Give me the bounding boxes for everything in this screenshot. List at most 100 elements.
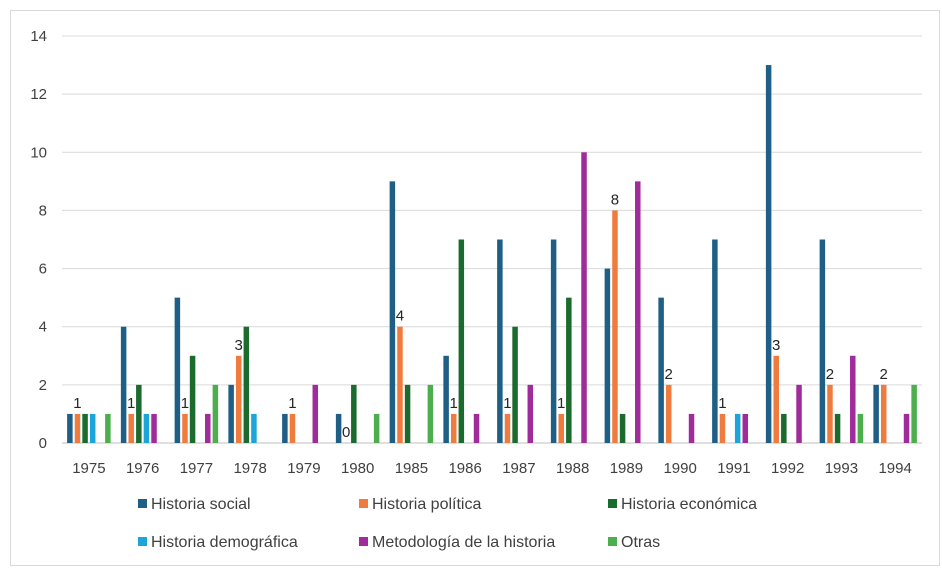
x-tick-label-1993: 1993 (825, 460, 858, 477)
bar-historia-política-1994 (880, 384, 887, 443)
bar-metodología-de-la-historia-1991 (742, 413, 749, 443)
x-tick-label-1987: 1987 (502, 460, 535, 477)
legend-swatch-historia-social (138, 499, 147, 508)
bar-metodología-de-la-historia-1993 (850, 355, 856, 443)
legend-label-historia-política: Historia política (372, 496, 481, 513)
legend-label-historia-económica: Historia económica (621, 496, 757, 513)
x-tick-label-1979: 1979 (287, 460, 320, 477)
legend-label-historia-demográfica: Historia demográfica (151, 534, 298, 551)
bar-historia-económica-1988 (566, 297, 572, 443)
bar-historia-social-1987 (497, 239, 503, 443)
bar-historia-política-1987 (504, 413, 511, 443)
data-label-1977: 1 (181, 395, 189, 412)
legend-swatch-otras (608, 537, 617, 546)
y-tick-label-8: 8 (39, 202, 47, 219)
y-tick-label-4: 4 (39, 319, 47, 336)
bar-historia-demográfica-1991 (734, 413, 741, 443)
bar-historia-económica-1978 (243, 326, 250, 443)
y-tick-label-2: 2 (39, 377, 47, 394)
legend-swatch-historia-política (359, 499, 368, 508)
bar-metodología-de-la-historia-1977 (205, 413, 211, 443)
bar-historia-económica-1975 (82, 413, 88, 443)
legend-label-historia-social: Historia social (151, 496, 251, 513)
bar-historia-demográfica-1978 (251, 413, 257, 443)
legend-swatch-historia-demográfica (138, 537, 147, 546)
bar-historia-económica-1977 (189, 355, 196, 443)
x-tick-label-1975: 1975 (72, 460, 105, 477)
bar-historia-económica-1987 (512, 326, 518, 443)
bar-historia-política-1992 (773, 355, 779, 443)
bar-metodología-de-la-historia-1976 (151, 413, 157, 443)
data-label-1979: 1 (288, 395, 296, 412)
data-label-1991: 1 (718, 395, 726, 412)
bar-metodología-de-la-historia-1992 (796, 384, 802, 443)
data-label-1980: 0 (342, 424, 350, 441)
data-label-1978: 3 (235, 337, 243, 354)
x-tick-label-1990: 1990 (663, 460, 696, 477)
bar-historia-social-1990 (658, 297, 664, 443)
x-tick-label-1977: 1977 (180, 460, 213, 477)
bar-otras-1975 (105, 413, 111, 443)
legend-swatch-historia-económica (608, 499, 617, 508)
bar-metodología-de-la-historia-1994 (903, 413, 910, 443)
bar-historia-política-1990 (665, 384, 672, 443)
chart-frame (10, 10, 940, 566)
bar-historia-social-1991 (712, 239, 718, 443)
bar-metodología-de-la-historia-1979 (312, 384, 319, 443)
bar-historia-económica-1993 (834, 413, 841, 443)
x-tick-label-1992: 1992 (771, 460, 804, 477)
bar-otras-1977 (212, 384, 219, 443)
x-tick-label-1991: 1991 (717, 460, 750, 477)
data-label-1986: 1 (450, 395, 458, 412)
bar-historia-política-1985 (397, 326, 403, 443)
bar-historia-política-1975 (74, 413, 81, 443)
x-tick-label-1994: 1994 (878, 460, 911, 477)
bar-otras-1994 (911, 384, 917, 443)
bar-metodología-de-la-historia-1989 (635, 181, 641, 443)
bar-historia-económica-1976 (136, 384, 142, 443)
bar-historia-social-1980 (335, 413, 342, 443)
bar-historia-social-1976 (120, 326, 127, 443)
x-tick-label-1985: 1985 (395, 460, 428, 477)
bar-historia-política-1988 (558, 413, 564, 443)
legend-label-otras: Otras (621, 534, 660, 551)
y-tick-label-10: 10 (30, 144, 47, 161)
x-tick-label-1986: 1986 (448, 460, 481, 477)
bar-otras-1980 (373, 413, 380, 443)
x-tick-label-1988: 1988 (556, 460, 589, 477)
bar-historia-política-1976 (128, 413, 134, 443)
bar-historia-política-1977 (182, 413, 188, 443)
bar-historia-demográfica-1975 (89, 413, 96, 443)
data-label-1976: 1 (127, 395, 135, 412)
bar-metodología-de-la-historia-1987 (527, 384, 534, 443)
y-tick-label-6: 6 (39, 261, 47, 278)
data-label-1993: 2 (826, 366, 834, 383)
data-label-1992: 3 (772, 337, 780, 354)
data-label-1994: 2 (880, 366, 888, 383)
bar-historia-social-1978 (228, 384, 234, 443)
bar-historia-política-1993 (827, 384, 833, 443)
bar-metodología-de-la-historia-1986 (473, 413, 480, 443)
bar-historia-económica-1980 (351, 384, 357, 443)
bar-historia-política-1989 (612, 210, 618, 443)
legend-swatch-metodología-de-la-historia (359, 537, 368, 546)
bar-metodología-de-la-historia-1988 (581, 152, 587, 444)
bar-otras-1993 (857, 413, 864, 443)
x-tick-label-1978: 1978 (233, 460, 266, 477)
data-label-1989: 8 (611, 191, 619, 208)
data-label-1990: 2 (665, 366, 673, 383)
bar-historia-social-1988 (550, 239, 557, 443)
bar-historia-social-1989 (604, 268, 611, 443)
bar-historia-económica-1992 (781, 413, 787, 443)
y-tick-label-0: 0 (39, 435, 47, 452)
data-label-1987: 1 (503, 395, 511, 412)
bar-historia-demográfica-1976 (143, 413, 150, 443)
x-tick-label-1989: 1989 (610, 460, 643, 477)
bar-historia-social-1993 (819, 239, 826, 443)
bar-historia-política-1986 (450, 413, 457, 443)
bar-historia-económica-1986 (458, 239, 465, 443)
x-tick-label-1980: 1980 (341, 460, 374, 477)
data-label-1985: 4 (396, 308, 404, 325)
bar-historia-social-1979 (282, 413, 288, 443)
